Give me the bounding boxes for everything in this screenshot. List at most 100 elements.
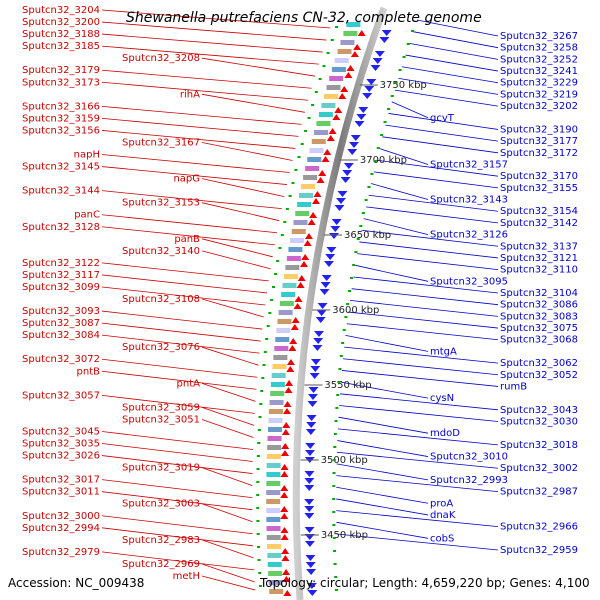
track-marker [256,520,260,522]
feature-block [337,49,352,54]
gene-label-reverse: Sputcn32_3143 [430,195,508,206]
forward-gene-arrow [283,590,292,596]
forward-gene-arrow [291,317,300,323]
forward-gene-arrow [328,128,337,134]
forward-gene-arrow [280,534,289,540]
track-marker [318,78,322,80]
reverse-gene-arrow [342,170,353,176]
track-marker [260,390,264,392]
track-marker [266,325,270,327]
track-marker [406,43,410,45]
reverse-gene-arrow [362,93,373,99]
forward-gene-arrow [307,219,316,225]
gene-label-forward: Sputcn32_3003 [122,499,200,510]
forward-gene-arrow [357,30,366,36]
track-marker [330,39,334,41]
gene-label-reverse: Sputcn32_3177 [500,136,578,147]
connector-line-reverse [359,241,499,259]
connector-line-forward [201,419,254,438]
gene-label-forward: Sputcn32_3208 [122,53,200,64]
reverse-gene-arrow [328,233,339,239]
feature-block [301,184,316,189]
connector-line-reverse [371,183,429,200]
track-marker [346,303,350,305]
forward-gene-arrow [293,303,302,309]
track-marker [333,563,337,565]
track-marker [361,212,365,214]
forward-gene-arrow [289,338,298,344]
connector-line-forward [101,166,287,185]
reverse-gene-arrow [374,51,385,57]
track-marker [322,65,326,67]
track-marker [333,550,337,552]
gene-label-reverse: Sputcn32_3126 [430,230,508,241]
forward-gene-arrow [353,44,362,50]
connector-line-reverse [405,54,499,72]
track-marker [300,143,304,145]
connector-line-forward [201,142,293,161]
feature-block [277,319,292,324]
forward-gene-arrow [282,569,291,575]
label-connector-lines [101,9,499,591]
feature-block [297,202,312,207]
feature-block [272,364,287,369]
gene-label-reverse: Sputcn32_3229 [500,78,578,89]
forward-gene-arrow [334,107,343,113]
feature-block [346,22,361,27]
gene-label-forward: Sputcn32_3140 [122,246,200,257]
connector-line-reverse [336,533,499,551]
track-marker [387,108,391,110]
connector-line-forward [101,491,253,511]
reverse-gene-arrow [325,254,336,260]
gene-label-reverse: Sputcn32_3002 [500,463,578,474]
connector-line-reverse [363,218,429,235]
feature-block [285,265,300,270]
reverse-gene-arrow [319,289,330,295]
reverse-gene-arrow [305,443,316,449]
track-marker [332,485,336,487]
track-marker [257,559,261,561]
gene-label-reverse: Sputcn32_3110 [500,265,578,276]
connector-line-forward [101,105,302,125]
track-marker [380,134,384,136]
track-marker [352,264,356,266]
connector-line-forward [101,443,253,462]
connector-line-forward [101,394,255,414]
gene-label-forward: Sputcn32_3087 [22,318,100,329]
gene-label-reverse: Sputcn32_3155 [500,183,578,194]
track-marker [334,589,338,591]
feature-block [278,310,293,315]
gene-label-forward: Sputcn32_3076 [122,342,200,353]
connector-line-reverse [416,19,499,37]
reverse-gene-arrow [308,387,319,393]
reverse-gene-arrow [306,569,317,575]
track-marker [280,234,284,236]
track-marker [258,416,262,418]
track-marker [334,420,338,422]
feature-block [269,589,284,594]
gene-label-reverse: dnaK [430,510,456,521]
connector-line-forward [101,431,254,450]
connector-line-reverse [339,393,499,411]
feature-block [340,40,355,45]
connector-line-reverse [340,381,429,399]
topology-text: Topology: circular; Length: 4,659,220 bp… [260,576,590,590]
reverse-gene-arrow [306,583,317,589]
position-tick-label: 3750 kbp [380,80,427,91]
feature-block [305,166,320,171]
gene-arrows [280,30,392,596]
gene-label-reverse: Sputcn32_3202 [500,101,578,112]
gene-label-forward: Sputcn32_3145 [22,162,100,173]
gene-label-forward: panC [74,210,100,221]
feature-block [288,247,303,252]
track-marker [398,69,402,71]
reverse-gene-arrow [304,541,315,547]
gene-label-reverse: Sputcn32_3043 [500,405,578,416]
connector-line-reverse [394,89,499,107]
gene-label-forward: Sputcn32_3072 [22,354,100,365]
connector-line-reverse [391,101,429,119]
connector-line-forward [101,130,296,149]
forward-gene-arrow [300,261,309,267]
feature-block [286,256,301,261]
